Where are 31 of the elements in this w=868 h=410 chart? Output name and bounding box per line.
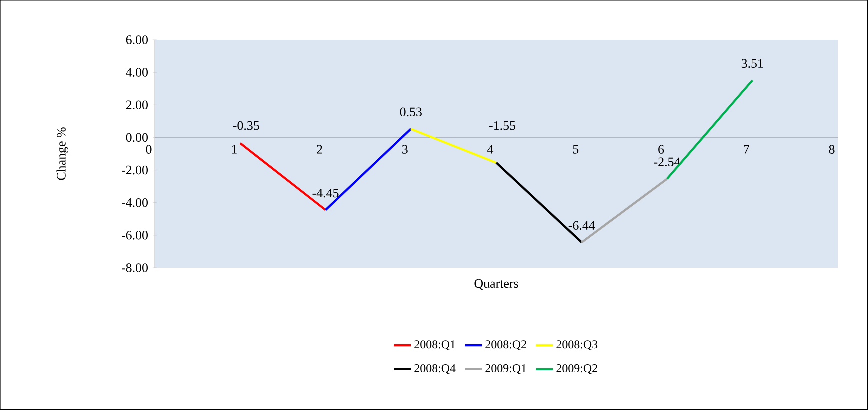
y-tick-label: 2.00 <box>126 100 148 110</box>
data-label: -0.35 <box>233 121 260 130</box>
y-axis-title: Change % <box>56 128 69 180</box>
x-tick-label: 2 <box>317 145 322 154</box>
x-axis-title: Quarters <box>474 279 518 290</box>
y-tick-label: -4.00 <box>122 198 148 208</box>
x-tick-label: 7 <box>744 145 750 154</box>
legend-label: 2008:Q1 <box>414 340 456 350</box>
data-label: -4.45 <box>312 188 339 198</box>
y-tick-label: -2.00 <box>122 166 148 175</box>
legend-label: 2009:Q1 <box>486 364 526 374</box>
legend-label: 2008:Q4 <box>414 364 456 374</box>
y-tick-label: 6.00 <box>126 36 148 44</box>
x-tick-label: 1 <box>232 145 237 154</box>
x-tick-label: 3 <box>402 145 408 154</box>
data-label: 0.53 <box>400 108 422 117</box>
y-tick-label: -8.00 <box>122 264 148 272</box>
y-tick-label: -6.00 <box>122 231 148 240</box>
y-tick-label: 4.00 <box>126 68 148 77</box>
x-tick-label: 8 <box>829 145 835 154</box>
x-tick-label: 4 <box>488 145 494 154</box>
legend-label: 2008:Q2 <box>486 340 526 350</box>
legend-label: 2008:Q3 <box>556 340 598 350</box>
data-label: -1.55 <box>490 121 516 130</box>
legend-label: 2009:Q2 <box>556 364 598 374</box>
data-label: 3.51 <box>742 59 764 68</box>
x-tick-label: 0 <box>146 145 152 154</box>
x-tick-label: 5 <box>573 145 579 154</box>
x-tick-label: 6 <box>658 145 664 154</box>
y-tick-label: 0.00 <box>126 133 148 142</box>
data-label: -6.44 <box>568 221 596 230</box>
